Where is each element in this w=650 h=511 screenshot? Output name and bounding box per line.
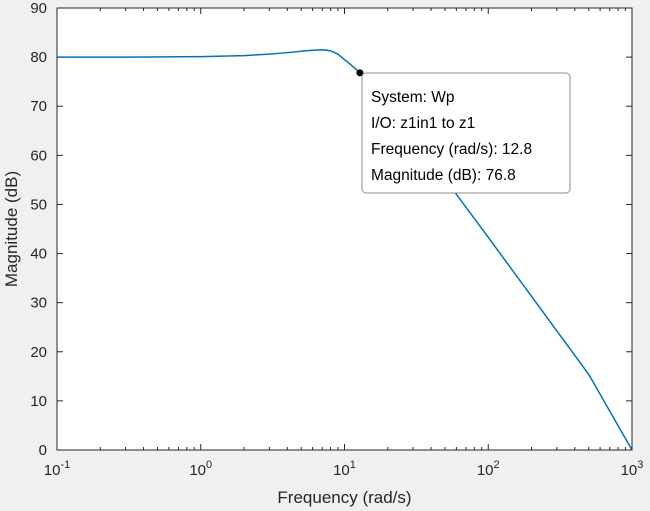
datatip-line: System: Wp (371, 89, 455, 106)
x-tick-exponent: 0 (206, 459, 212, 471)
datatip-background (361, 72, 571, 194)
x-tick-label: 103 (621, 459, 644, 479)
x-tick-base: 10 (333, 462, 350, 479)
y-tick-label: 40 (30, 246, 47, 263)
datatip-box[interactable]: System: Wp I/O: z1in1 to z1 Frequency (rad… (361, 72, 571, 194)
y-tick-label: 60 (30, 147, 47, 164)
y-tick-label: 80 (30, 49, 47, 66)
x-tick-base: 10 (189, 462, 206, 479)
datatip-line: Frequency (rad/s): 12.8 (371, 141, 532, 158)
x-tick-label: 100 (189, 459, 212, 479)
x-tick-label: 102 (477, 459, 500, 479)
x-tick-base: 10 (44, 462, 61, 479)
x-tick-exponent: 1 (350, 459, 356, 471)
y-tick-label: 50 (30, 196, 47, 213)
y-tick-label: 90 (30, 0, 47, 17)
x-tick-base: 10 (477, 462, 494, 479)
y-tick-label: 20 (30, 344, 47, 361)
datatip-line: I/O: z1in1 to z1 (371, 115, 475, 132)
y-tick-label: 30 (30, 295, 47, 312)
y-tick-label: 10 (30, 393, 47, 410)
x-tick-exponent: 3 (637, 459, 643, 471)
x-tick-exponent: -1 (60, 459, 70, 471)
y-axis-label: Magnitude (dB) (2, 171, 21, 287)
x-tick-base: 10 (621, 462, 638, 479)
x-tick-exponent: 2 (494, 459, 500, 471)
x-tick-label: 101 (333, 459, 356, 479)
magnitude-series-line[interactable] (57, 48, 633, 451)
x-axis-label: Frequency (rad/s) (277, 488, 411, 507)
datatip-marker[interactable] (356, 69, 364, 77)
x-tick-label: 10-1 (44, 459, 70, 479)
axes-box (56, 7, 633, 451)
y-tick-label: 70 (30, 98, 47, 115)
datatip-line: Magnitude (dB): 76.8 (371, 167, 516, 184)
y-tick-label: 0 (39, 442, 47, 459)
